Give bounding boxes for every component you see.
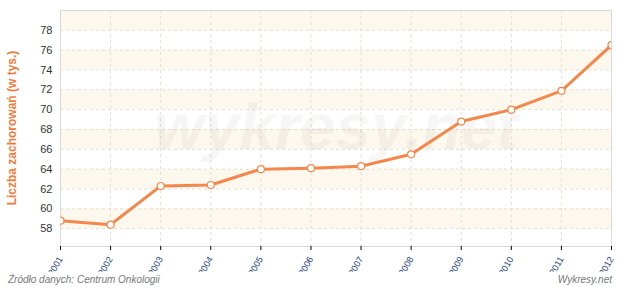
- svg-text:60: 60: [40, 202, 52, 214]
- svg-text:2005: 2005: [246, 255, 265, 272]
- svg-text:74: 74: [40, 64, 52, 76]
- svg-text:68: 68: [40, 123, 52, 135]
- svg-text:2006: 2006: [297, 255, 316, 272]
- svg-text:62: 62: [40, 183, 52, 195]
- svg-text:70: 70: [40, 103, 52, 115]
- html-text:Źródło danych: Centrum Onkolog: Źródło danych: Centrum Onkologii: [8, 274, 160, 285]
- svg-text:76: 76: [40, 44, 52, 56]
- svg-text:58: 58: [40, 222, 52, 234]
- svg-text:72: 72: [40, 83, 52, 95]
- svg-text:78: 78: [40, 24, 52, 36]
- svg-text:2003: 2003: [146, 255, 165, 272]
- svg-text:64: 64: [40, 163, 52, 175]
- svg-text:2010: 2010: [497, 255, 516, 272]
- svg-text:2002: 2002: [96, 255, 115, 272]
- svg-text:2008: 2008: [397, 255, 416, 272]
- html-text:Wykresy.net: Wykresy.net: [557, 274, 612, 285]
- svg-text:2011: 2011: [547, 255, 565, 272]
- svg-text:2001: 2001: [46, 255, 65, 272]
- svg-text:2009: 2009: [447, 255, 466, 272]
- svg-text:Liczba zachorowań (w tys.): Liczba zachorowań (w tys.): [5, 51, 19, 206]
- svg-text:2004: 2004: [196, 255, 215, 272]
- svg-text:2007: 2007: [347, 255, 366, 272]
- svg-text:2012: 2012: [597, 255, 616, 272]
- svg-text:wykresy.net: wykresy.net: [154, 91, 521, 163]
- svg-text:66: 66: [40, 143, 52, 155]
